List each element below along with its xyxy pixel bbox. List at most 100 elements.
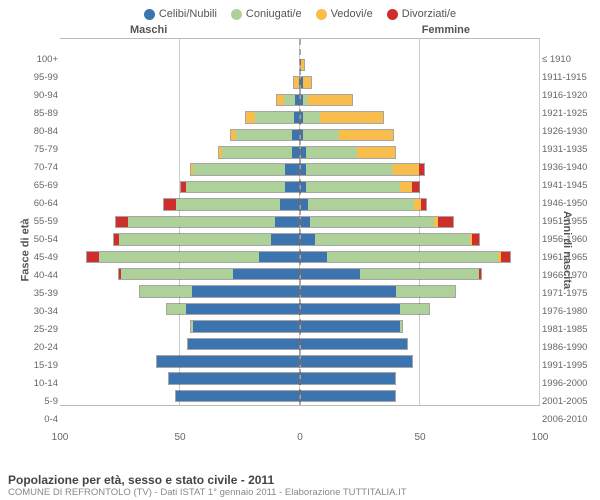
bar [300,198,427,211]
x-tick: 100 [52,432,69,443]
bar [300,76,312,89]
bar-segment [315,234,469,245]
bar-segment [285,164,299,175]
bar-segment [284,95,295,106]
x-tick: 0 [297,432,303,443]
bar [300,163,425,176]
bar-segment [301,269,360,280]
legend-label: Coniugati/e [246,8,302,20]
legend-swatch [387,9,398,20]
female-half [300,74,540,91]
age-label: 15-19 [4,356,60,374]
male-half [60,39,300,56]
bar-segment [164,199,176,210]
female-half [300,353,540,370]
footer-sub: COMUNE DI REFRONTOLO (TV) - Dati ISTAT 1… [8,487,407,498]
male-half [60,265,300,282]
bar-segment [233,269,299,280]
bar-segment [339,130,393,141]
bar-segment [301,304,400,315]
legend-item: Celibi/Nubili [144,8,217,20]
bar-segment [400,182,412,193]
bar [276,94,300,107]
age-label: 40-44 [4,266,60,284]
year-labels: ≤ 19101911-19151916-19201921-19251926-19… [540,50,596,428]
age-label: 80-84 [4,122,60,140]
bar [166,303,300,316]
male-half [60,231,300,248]
male-half [60,387,300,404]
bar-segment [306,182,400,193]
female-half [300,39,540,56]
footer-title: Popolazione per età, sesso e stato civil… [8,473,407,487]
year-label: 1946-1950 [540,194,596,212]
legend-swatch [144,9,155,20]
bar-segment [400,304,428,315]
female-half [300,91,540,108]
x-tick: 100 [532,432,549,443]
bar-segment [121,269,233,280]
bar [175,390,300,403]
bar-segment [176,199,280,210]
age-label: 55-59 [4,212,60,230]
pyramid-row [60,353,540,370]
age-label: 65-69 [4,176,60,194]
age-label: 60-64 [4,194,60,212]
male-half [60,56,300,73]
bar-segment [327,252,498,263]
bar-segment [301,217,310,228]
bar-segment [414,199,421,210]
female-half [300,248,540,265]
year-label: 1961-1965 [540,248,596,266]
female-half [300,300,540,317]
pyramid-row [60,39,540,56]
bar-segment [396,286,455,297]
legend-swatch [316,9,327,20]
bar [300,94,353,107]
bar-segment [140,286,192,297]
age-label: 100+ [4,50,60,68]
bar-segment [255,112,294,123]
bar-segment [393,164,419,175]
year-label: 1921-1925 [540,104,596,122]
female-half [300,387,540,404]
age-label: 35-39 [4,284,60,302]
male-half [60,283,300,300]
bar-segment [501,252,511,263]
bar-segment [116,217,128,228]
bar-segment [295,95,299,106]
x-axis-ticks: 10050050100 [60,432,540,450]
bar [300,355,413,368]
bar-segment [157,356,299,367]
bar-segment [419,164,424,175]
legend-item: Vedovi/e [316,8,373,20]
pyramid-row [60,265,540,282]
bar-segment [301,373,395,384]
gender-labels: Maschi Femmine [0,24,600,36]
footer: Popolazione per età, sesso e stato civil… [8,473,407,498]
age-label: 30-34 [4,302,60,320]
female-half [300,213,540,230]
year-label: 1931-1935 [540,140,596,158]
bar [300,216,454,229]
bar [300,303,430,316]
year-label: 1916-1920 [540,86,596,104]
pyramid-row [60,126,540,143]
x-tick: 50 [174,432,185,443]
pyramid-row [60,248,540,265]
legend-label: Celibi/Nubili [159,8,217,20]
pyramid-row [60,283,540,300]
bar-segment [301,234,315,245]
year-label: 1986-1990 [540,338,596,356]
gender-right: Femmine [422,24,470,36]
bar [300,59,305,72]
age-labels: 100+95-9990-9485-8980-8475-7970-7465-696… [4,50,60,428]
bar [113,233,300,246]
year-label: 2001-2005 [540,392,596,410]
age-label: 5-9 [4,392,60,410]
year-label: 1971-1975 [540,284,596,302]
male-half [60,248,300,265]
age-label: 0-4 [4,410,60,428]
year-label: 1926-1930 [540,122,596,140]
bar [190,320,300,333]
